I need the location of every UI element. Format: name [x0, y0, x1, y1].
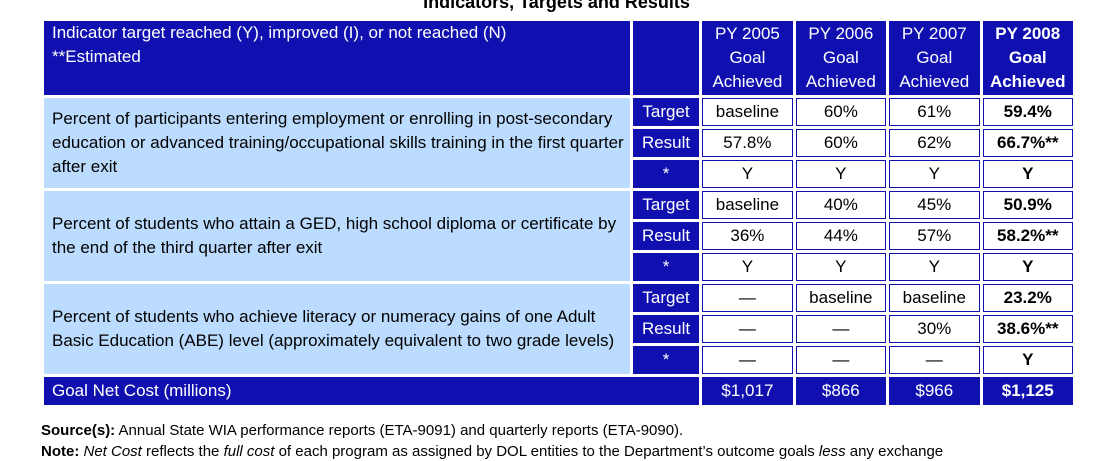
value-cell: 40%	[795, 191, 887, 219]
cost-value: $1,125	[982, 377, 1073, 405]
indicator-description-cell: Percent of participants entering employm…	[44, 98, 630, 188]
value-cell: 60%	[795, 98, 887, 126]
value-cell: baseline	[795, 284, 887, 312]
header-year: PY 2005	[714, 24, 780, 43]
value-cell: Y	[889, 160, 980, 188]
value-cell: Y	[702, 160, 793, 188]
value-cell: Y	[889, 253, 980, 281]
table-column-header-py2007: PY 2007 Goal Achieved	[889, 21, 980, 95]
value-cell: 44%	[795, 222, 887, 250]
value-cell: 59.4%	[982, 98, 1073, 126]
net-cost-note: Note: Net Cost reflects the full cost of…	[41, 443, 943, 460]
header-row: Indicator target reached (Y), improved (…	[44, 21, 1073, 95]
value-cell: —	[702, 284, 793, 312]
table-row: * Y Y Y Y	[44, 253, 1073, 281]
note-text-4: of each program as assigned by DOL entit…	[274, 443, 819, 460]
table-column-header-indicator: Indicator target reached (Y), improved (…	[44, 21, 630, 95]
table-column-header-py2005: PY 2005 Goal Achieved	[702, 21, 793, 95]
indicator-description-cell: Percent of students who achieve literacy…	[44, 284, 630, 374]
value-cell: 38.6%**	[982, 315, 1073, 343]
source-note: Source(s): Annual State WIA performance …	[41, 422, 683, 439]
note-text-3: full cost	[223, 443, 275, 460]
row-label: Result	[632, 129, 700, 157]
table-row: * — — — Y	[44, 346, 1073, 374]
value-cell: 60%	[795, 129, 887, 157]
value-cell: —	[889, 346, 980, 374]
header-goal: Goal	[729, 48, 766, 67]
note-text-6: any exchange	[845, 443, 944, 460]
value-cell: —	[795, 315, 887, 343]
source-text: Annual State WIA performance reports (ET…	[115, 422, 684, 439]
value-cell: 50.9%	[982, 191, 1073, 219]
table-column-header-py2006: PY 2006 Goal Achieved	[795, 21, 887, 95]
table-row: Result — — 30% 38.6%**	[44, 315, 1073, 343]
header-achieved: Achieved	[989, 72, 1066, 91]
indicators-table-wrapper: Indicator target reached (Y), improved (…	[41, 18, 1076, 414]
note-text-5: less	[818, 443, 846, 460]
header-achieved: Achieved	[712, 72, 783, 91]
table-row: Percent of students who attain a GED, hi…	[44, 191, 1073, 281]
value-cell: —	[702, 346, 793, 374]
note-text-2: reflects the	[141, 443, 224, 460]
value-cell: 57%	[889, 222, 980, 250]
table-column-header-py2008: PY 2008 Goal Achieved	[982, 21, 1073, 95]
value-cell: 58.2%**	[982, 222, 1073, 250]
value-cell: Y	[982, 160, 1073, 188]
cost-value: $1,017	[702, 377, 793, 405]
value-cell: 61%	[889, 98, 980, 126]
value-cell: 36%	[702, 222, 793, 250]
value-cell: 45%	[889, 191, 980, 219]
header-year: PY 2007	[901, 24, 967, 43]
indicator-description-cell: Percent of students who attain a GED, hi…	[44, 191, 630, 281]
note-label: Note:	[41, 443, 80, 460]
value-cell: 57.8%	[702, 129, 793, 157]
row-label: *	[632, 253, 700, 281]
header-year: PY 2008	[995, 24, 1061, 43]
row-label: Target	[632, 98, 700, 126]
cost-row: Goal Net Cost (millions) $1,017 $866 $96…	[44, 377, 1073, 405]
value-cell: 62%	[889, 129, 980, 157]
value-cell: Y	[702, 253, 793, 281]
cost-value: $966	[889, 377, 980, 405]
header-year: PY 2006	[808, 24, 874, 43]
header-goal: Goal	[1008, 48, 1047, 67]
row-label: Target	[632, 284, 700, 312]
table-row: Percent of participants entering employm…	[44, 98, 1073, 188]
value-cell: —	[795, 346, 887, 374]
row-label: Result	[632, 222, 700, 250]
header-achieved: Achieved	[805, 72, 876, 91]
page-title: Indicators, Targets and Results	[423, 0, 690, 12]
table-row: Result 57.8% 60% 62% 66.7%**	[44, 129, 1073, 157]
cost-label: Goal Net Cost (millions)	[44, 377, 700, 405]
header-goal: Goal	[822, 48, 859, 67]
value-cell: baseline	[889, 284, 980, 312]
indicators-table: Indicator target reached (Y), improved (…	[41, 18, 1076, 408]
cost-value: $866	[795, 377, 887, 405]
header-goal: Goal	[916, 48, 953, 67]
value-cell: Y	[795, 160, 887, 188]
value-cell: baseline	[702, 98, 793, 126]
header-estimated-text: **Estimated	[52, 47, 141, 66]
header-achieved: Achieved	[899, 72, 970, 91]
value-cell: —	[702, 315, 793, 343]
value-cell: baseline	[702, 191, 793, 219]
row-label: Target	[632, 191, 700, 219]
value-cell: Y	[982, 253, 1073, 281]
note-text-1: Net Cost	[79, 443, 142, 460]
row-label: *	[632, 346, 700, 374]
table-row: Percent of students who achieve literacy…	[44, 284, 1073, 374]
table-row: * Y Y Y Y	[44, 160, 1073, 188]
table-column-header-label	[632, 21, 700, 95]
source-label: Source(s):	[41, 422, 116, 439]
row-label: Result	[632, 315, 700, 343]
value-cell: Y	[795, 253, 887, 281]
value-cell: 66.7%**	[982, 129, 1073, 157]
row-label: *	[632, 160, 700, 188]
value-cell: Y	[982, 346, 1073, 374]
value-cell: 30%	[889, 315, 980, 343]
table-row: Result 36% 44% 57% 58.2%**	[44, 222, 1073, 250]
value-cell: 23.2%	[982, 284, 1073, 312]
header-indicator-text: Indicator target reached (Y), improved (…	[52, 23, 507, 42]
